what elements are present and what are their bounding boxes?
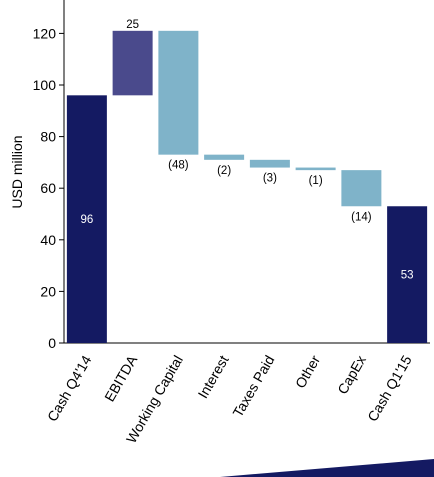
bar-working-capital (158, 30, 199, 155)
y-tick-label: 80 (40, 129, 56, 145)
bar-ebitda (112, 30, 153, 96)
x-tick-label: Other (292, 352, 324, 391)
y-tick-label: 60 (40, 180, 56, 196)
axes: 0 20 40 60 80 100 120 (33, 0, 430, 351)
bar-interest (204, 154, 245, 160)
y-axis-label: USD million (9, 135, 25, 208)
data-label: (48) (168, 160, 189, 172)
y-tick-label: 0 (48, 335, 56, 351)
bars (66, 30, 428, 343)
x-tick-label: Cash Q1'15 (364, 352, 415, 424)
bar-capex (341, 170, 382, 207)
y-tick-label: 120 (33, 25, 57, 41)
data-label: 96 (80, 214, 93, 226)
data-label: (1) (309, 175, 323, 187)
data-label: (2) (217, 165, 231, 177)
x-tick-label: Interest (195, 352, 232, 401)
data-label: (14) (351, 211, 372, 223)
y-tick-label: 40 (40, 232, 56, 248)
y-tick-label: 20 (40, 283, 56, 299)
accent-band (220, 459, 434, 477)
x-tick-label: Taxes Paid (229, 353, 277, 420)
x-tick-label: EBITDA (101, 352, 140, 404)
data-labels: 96 25 (48) (2) (3) (1) (14) 53 (80, 19, 413, 282)
bar-cash-q4-14 (66, 95, 107, 343)
data-label: (3) (263, 173, 277, 185)
data-label: 25 (126, 19, 139, 31)
data-label: 53 (401, 270, 414, 282)
bar-other (295, 167, 336, 171)
bar-taxes-paid (249, 159, 290, 168)
x-tick-label: Cash Q4'14 (44, 352, 95, 424)
y-tick-label: 100 (33, 77, 57, 93)
bar-cash-q1-15 (387, 206, 428, 343)
x-tick-label: CapEx (334, 353, 369, 397)
